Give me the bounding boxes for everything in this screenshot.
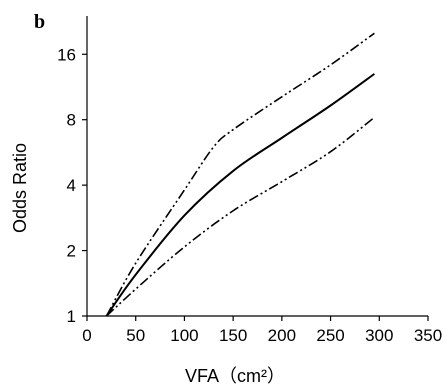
y-tick-label: 1	[67, 307, 76, 326]
x-tick-label: 250	[316, 326, 344, 345]
y-axis-title: Odds Ratio	[10, 143, 30, 233]
x-tick-label: 300	[365, 326, 393, 345]
odds-ratio-line	[105, 73, 375, 317]
axes	[82, 16, 429, 321]
x-axis-title: VFA（cm²）	[185, 366, 285, 386]
y-tick-label: 8	[67, 111, 76, 130]
x-tick-label: 50	[126, 326, 145, 345]
x-tick-label: 350	[414, 326, 442, 345]
upper-ci-line	[105, 32, 375, 317]
y-tick-label: 16	[57, 45, 76, 64]
lower-ci-line	[105, 116, 375, 317]
x-tick-label: 100	[170, 326, 198, 345]
tick-labels: 0 50 100 150 200 250 300 350 1 2 4 8 16	[57, 45, 442, 345]
y-tick-label: 2	[67, 242, 76, 261]
x-tick-label: 150	[219, 326, 247, 345]
x-tick-label: 200	[268, 326, 296, 345]
y-tick-label: 4	[67, 176, 76, 195]
series-layer	[105, 32, 375, 317]
panel-label: b	[34, 11, 45, 33]
x-tick-label: 0	[82, 326, 91, 345]
